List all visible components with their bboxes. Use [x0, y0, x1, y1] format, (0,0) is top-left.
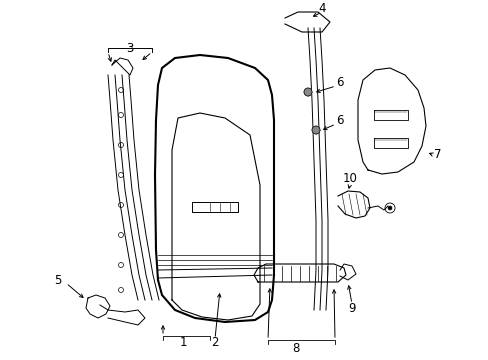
Text: 3: 3	[126, 41, 133, 54]
Text: 2: 2	[211, 337, 218, 350]
Text: 4: 4	[318, 1, 325, 14]
Text: 1: 1	[179, 337, 186, 350]
Text: 10: 10	[342, 171, 357, 184]
Text: 7: 7	[433, 148, 441, 162]
Text: 6: 6	[336, 113, 343, 126]
Circle shape	[304, 88, 311, 96]
Text: 8: 8	[292, 342, 299, 355]
Text: 9: 9	[347, 302, 355, 315]
Circle shape	[387, 206, 391, 210]
Text: 6: 6	[336, 76, 343, 89]
Text: 5: 5	[54, 274, 61, 287]
Circle shape	[311, 126, 319, 134]
